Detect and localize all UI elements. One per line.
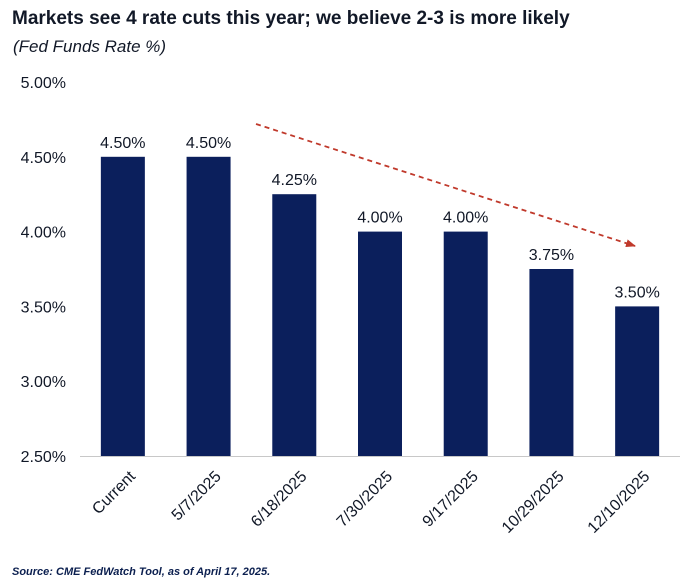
y-tick-label: 3.00% — [21, 374, 66, 391]
bar — [529, 269, 574, 456]
y-tick-label: 4.00% — [21, 225, 66, 242]
bar-data-label: 3.75% — [529, 247, 574, 264]
bar — [615, 306, 660, 456]
x-tick-label: 9/17/2025 — [420, 468, 482, 530]
bar-data-label: 4.50% — [186, 135, 231, 152]
x-axis: Current 5/7/2025 6/18/2025 7/30/2025 9/17/20… — [80, 456, 680, 537]
source-note: Source: CME FedWatch Tool, as of April 1… — [12, 566, 271, 578]
x-tick-label: 5/7/2025 — [169, 468, 225, 524]
bar-data-label: 3.50% — [614, 284, 659, 301]
y-tick-label: 5.00% — [21, 75, 66, 92]
bar — [272, 194, 317, 456]
bar-data-label: 4.25% — [272, 172, 317, 189]
chart-title: Markets see 4 rate cuts this year; we be… — [12, 8, 570, 29]
bar-data-label: 4.50% — [100, 135, 145, 152]
bar-data-label: 4.00% — [357, 210, 402, 227]
x-tick-label: 12/10/2025 — [585, 468, 654, 537]
y-tick-label: 3.50% — [21, 299, 66, 316]
bar — [100, 156, 145, 457]
bar — [186, 156, 231, 457]
x-tick-label: Current — [89, 468, 139, 518]
bar — [443, 231, 488, 456]
y-axis: 2.50% 3.00% 3.50% 4.00% 4.50% 5.00% — [21, 75, 66, 466]
trend-arrow — [255, 123, 636, 248]
bar — [358, 231, 402, 456]
x-tick-label: 7/30/2025 — [334, 468, 396, 530]
y-tick-label: 4.50% — [21, 150, 66, 167]
x-tick-label: 10/29/2025 — [499, 468, 568, 537]
bar-data-label: 4.00% — [443, 210, 488, 227]
bar-chart: 2.50%3.00%3.50%4.00%4.50%5.00% 4.50% 4.50… — [21, 75, 680, 537]
chart-subtitle: (Fed Funds Rate %) — [13, 37, 167, 56]
x-tick-label: 6/18/2025 — [248, 468, 310, 530]
y-tick-label: 2.50% — [21, 449, 66, 466]
bars: 4.50% 4.50% 4.25% 4.00% 4.00% 3.75% 3.50% — [100, 135, 660, 457]
